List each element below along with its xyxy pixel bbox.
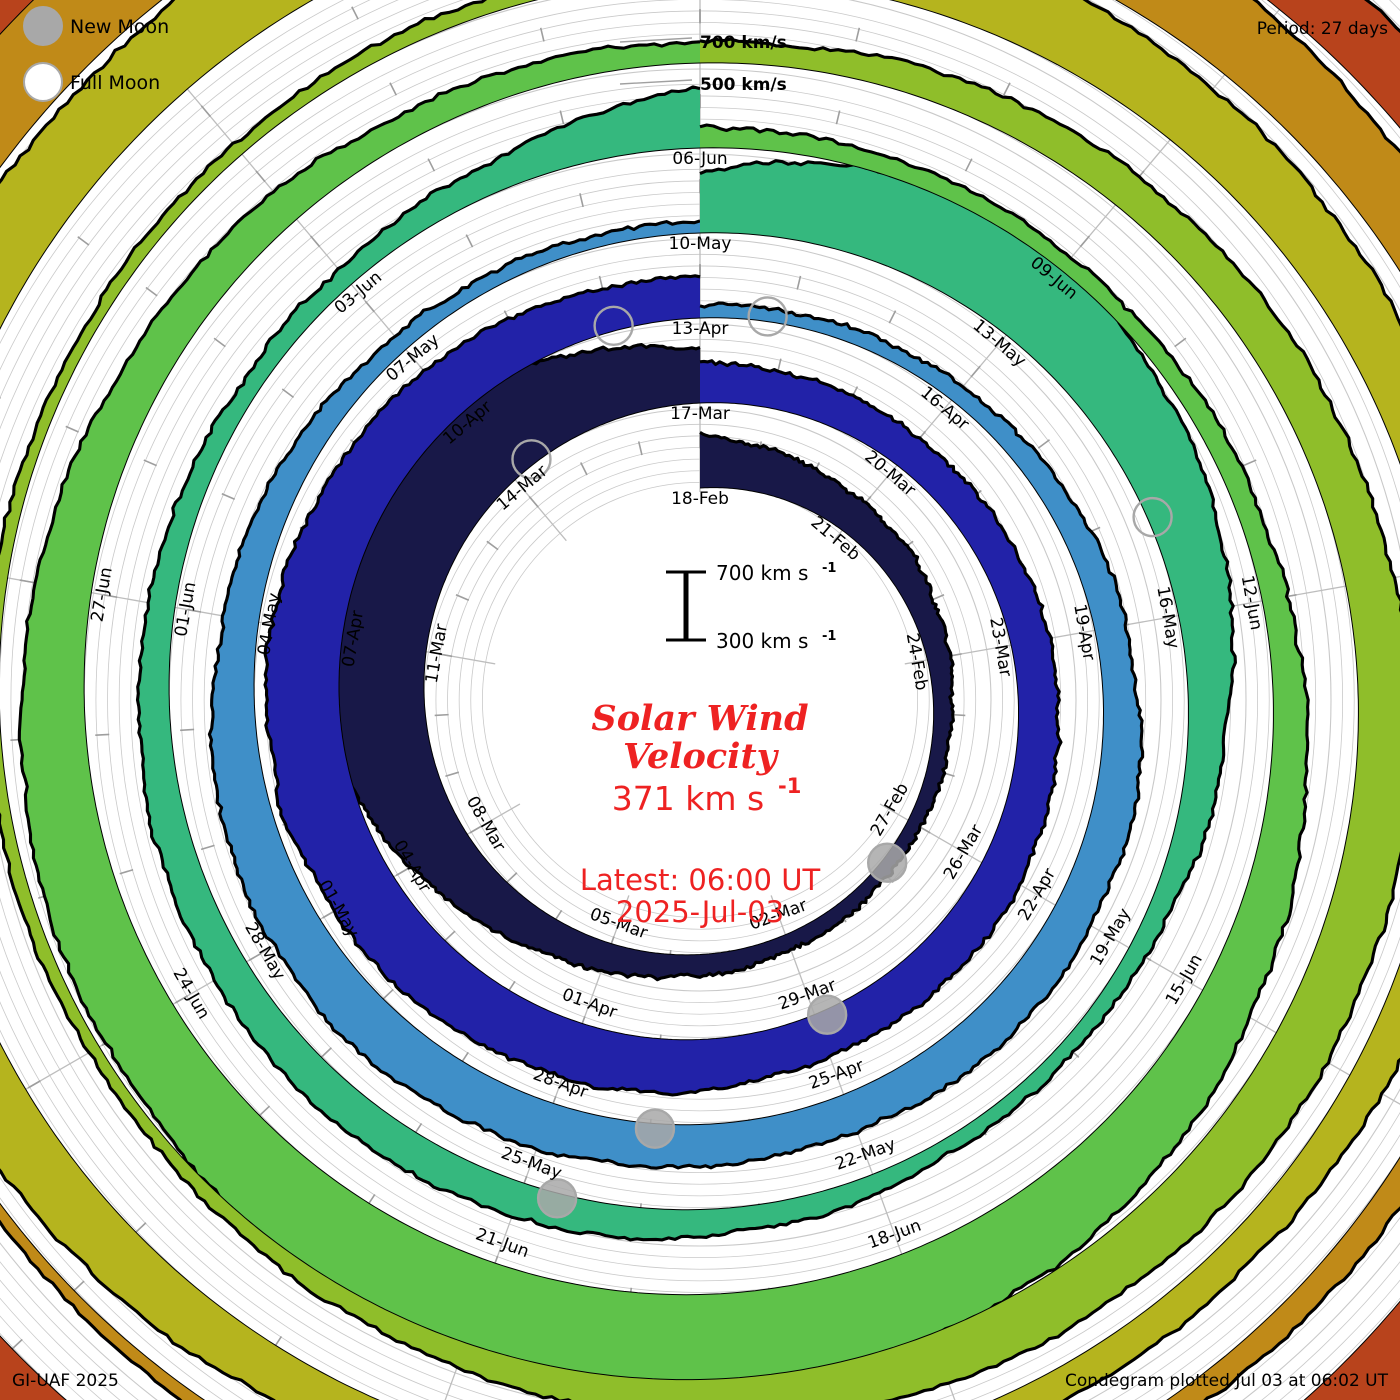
center-mask xyxy=(492,492,908,908)
scale-bottom-exponent: -1 xyxy=(822,629,836,644)
date-label: 18-Feb xyxy=(671,489,729,509)
center-title-line2: Velocity xyxy=(623,736,780,777)
velocity-baseline xyxy=(338,317,1019,1041)
center-title-line1: Solar Wind xyxy=(591,698,808,739)
period-label: Period: 27 days xyxy=(1257,19,1388,39)
axis-label-500: 500 km/s xyxy=(700,75,787,95)
velocity-baseline xyxy=(0,0,1359,1381)
date-label: 17-Mar xyxy=(670,404,730,424)
moon-markers xyxy=(511,296,1173,1219)
new-moon-marker xyxy=(634,1108,676,1149)
radial-axis-callouts: 700 km/s 500 km/s xyxy=(619,33,787,95)
latest-date: 2025-Jul-03 xyxy=(616,895,784,929)
full-moon-marker xyxy=(747,296,788,337)
date-label: 01-Apr xyxy=(559,985,619,1023)
date-label: 06-Jun xyxy=(672,149,727,169)
velocity-baseline xyxy=(83,62,1274,1296)
full-moon-marker xyxy=(511,439,552,480)
center-readout: Solar Wind Velocity 371 km s -1 Latest: … xyxy=(580,698,821,929)
velocity-baseline xyxy=(253,232,1104,1126)
plotted-label: Condegram plotted Jul 03 at 06:02 UT xyxy=(1065,1371,1389,1391)
full-moon-marker xyxy=(1132,496,1173,538)
scale-top-exponent: -1 xyxy=(822,561,836,576)
current-velocity-value: 371 km s xyxy=(612,779,764,818)
date-label: 13-Apr xyxy=(672,319,729,339)
new-moon-marker xyxy=(806,994,848,1035)
new-moon-marker xyxy=(536,1178,578,1219)
full-moon-legend-label: Full Moon xyxy=(70,72,160,94)
full-moon-icon xyxy=(23,62,63,102)
scale-top-label: 700 km s xyxy=(716,561,808,585)
credit-label: GI-UAF 2025 xyxy=(12,1371,119,1391)
new-moon-legend-label: New Moon xyxy=(70,16,169,38)
velocity-scale-bar: 700 km s -1 300 km s -1 xyxy=(666,561,836,653)
date-label: 10-May xyxy=(669,234,732,254)
latest-time: Latest: 06:00 UT xyxy=(580,863,821,897)
moon-phase-legend: New Moon Full Moon xyxy=(23,6,169,102)
scale-bottom-label: 300 km s xyxy=(716,629,808,653)
velocity-baseline xyxy=(168,147,1189,1211)
velocity-envelope xyxy=(263,274,1063,1097)
new-moon-marker xyxy=(866,842,908,883)
velocity-envelope xyxy=(207,219,1145,1170)
new-moon-icon xyxy=(23,6,63,46)
velocity-baseline xyxy=(423,402,935,956)
current-velocity-exponent: -1 xyxy=(778,774,801,798)
date-label: 21-Jun xyxy=(473,1225,532,1263)
velocity-envelope xyxy=(135,85,1237,1242)
full-moon-marker xyxy=(593,305,634,347)
velocity-band xyxy=(335,344,954,980)
axis-label-700: 700 km/s xyxy=(700,33,787,53)
